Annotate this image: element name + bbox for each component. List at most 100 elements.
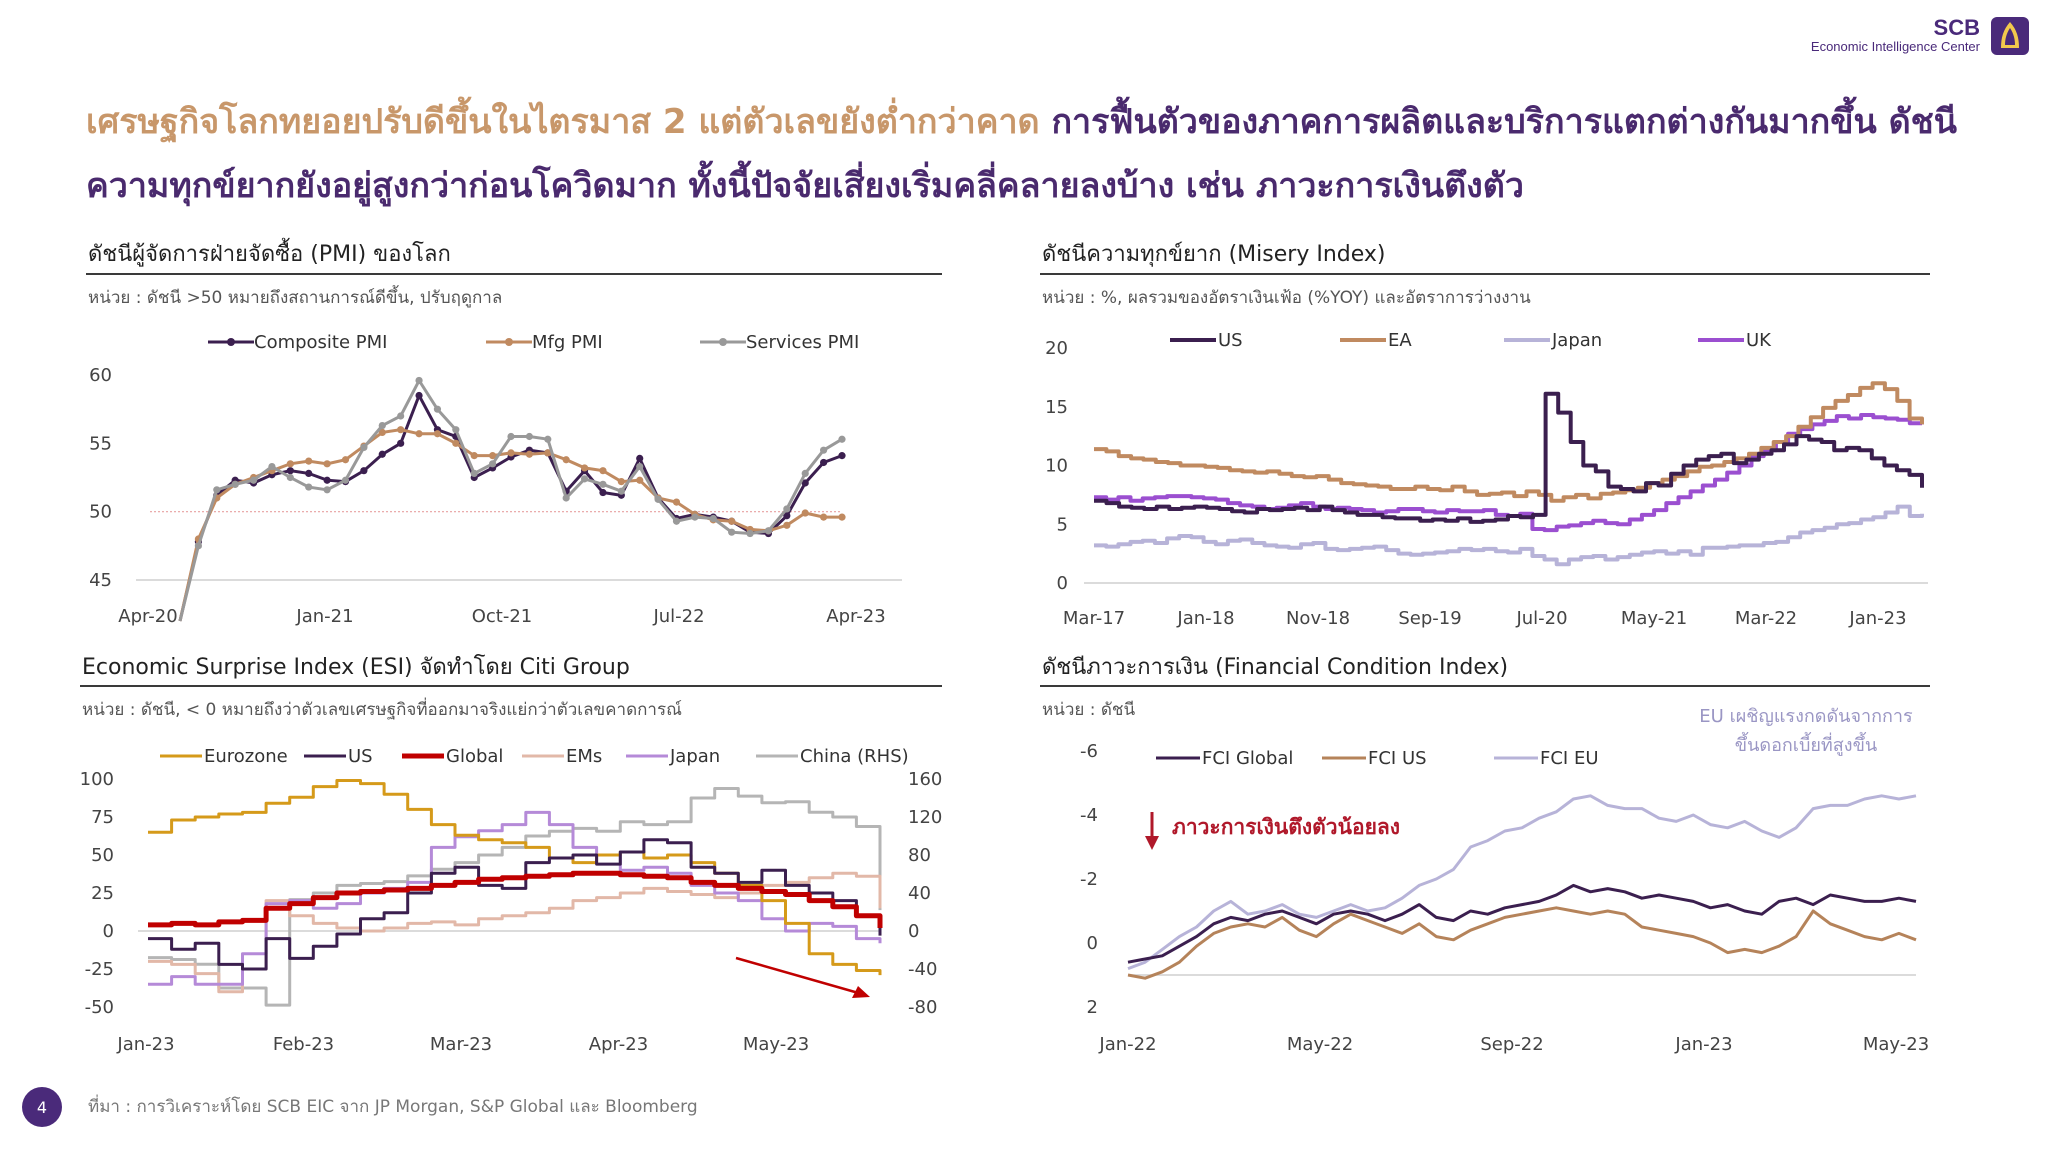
pmi-point [323,476,331,484]
pmi-panel-title: ดัชนีผู้จัดการฝ่ายจัดซื้อ (PMI) ของโลก [88,242,451,267]
esi-y-tick-label: 25 [91,883,114,904]
pmi-point [838,513,846,521]
fci-panel-rule [1040,685,1930,687]
fci-y-tick-label: -6 [1080,741,1098,762]
pmi-legend-label: Services PMI [746,332,859,353]
pmi-point [286,460,294,468]
pmi-point [599,467,607,475]
pmi-point [452,426,460,434]
esi-series-line-japan [148,810,882,986]
fci-legend-label: FCI US [1368,748,1427,769]
esi-y2-tick-label: 0 [908,921,919,942]
pmi-point [654,495,662,503]
esi-y2-tick-label: 80 [908,845,931,866]
fci-y-tick-label: -4 [1080,805,1098,826]
pmi-point [433,430,442,438]
fci-annotation-eu-2: ขึ้นดอกเบี้ยที่สูงขึ้น [1735,732,1877,756]
fci-x-tick-label: Sep-22 [1480,1034,1543,1055]
scb-emblem-icon [1991,17,2029,55]
pmi-point [672,498,681,506]
esi-series-line-eurozone [148,779,882,976]
pmi-legend-label: Mfg PMI [532,332,603,353]
pmi-point [415,376,423,385]
esi-panel-rule [80,685,942,687]
misery-panel-title: ดัชนีความทุกข์ยาก (Misery Index) [1042,242,1386,267]
misery-x-tick-label: Sep-19 [1398,608,1461,629]
pmi-legend-marker [505,338,513,346]
pmi-point [617,478,625,486]
esi-series-line-us [148,838,882,971]
esi-series-line-global [148,870,883,928]
misery-y-tick-label: 0 [1057,573,1068,594]
esi-y-tick-label: 100 [80,769,114,790]
pmi-point [709,514,717,523]
misery-series-line-ea [1094,381,1924,503]
misery-series-line-japan [1094,504,1924,567]
pmi-point [599,480,607,488]
pmi-legend-label: Composite PMI [254,332,387,353]
logo-brand: SCB [1933,15,1980,40]
pmi-point [415,430,423,438]
pmi-point [360,443,368,452]
pmi-y-tick-label: 55 [89,433,112,454]
esi-y2-tick-label: -40 [908,959,937,980]
esi-y-tick-label: 50 [91,845,114,866]
source-note: ที่มา : การวิเคราะห์โดย SCB EIC จาก JP M… [88,1097,698,1117]
fci-legend-label: FCI EU [1540,748,1599,769]
fci-y-tick-label: 0 [1087,933,1098,954]
esi-x-tick-label: Mar-23 [430,1034,492,1055]
esi-legend-label: US [348,746,373,767]
pmi-point [378,450,386,458]
esi-y-tick-label: -50 [85,997,114,1018]
pmi-y-tick-label: 60 [89,365,112,386]
pmi-point [691,513,699,521]
pmi-point [801,469,809,477]
pmi-point [599,488,607,497]
esi-y2-tick-label: 40 [908,883,931,904]
pmi-y-tick-label: 50 [89,502,112,523]
pmi-point [507,449,515,457]
esi-legend-label: Global [446,746,503,767]
pmi-x-tick-label: Apr-23 [826,606,885,627]
pmi-point [820,513,828,521]
misery-legend-label: EA [1388,330,1412,351]
misery-x-tick-label: Jan-18 [1176,608,1234,629]
misery-x-tick-label: Jul-20 [1515,608,1567,629]
esi-x-tick-label: Jan-23 [116,1034,174,1055]
pmi-point [728,517,736,525]
pmi-point [378,428,386,436]
pmi-point [489,452,497,460]
fci-x-tick-label: May-22 [1287,1034,1353,1055]
misery-panel-rule [1040,273,1930,275]
pmi-point [746,529,754,538]
misery-y-tick-label: 20 [1045,338,1068,359]
pmi-point [323,460,331,468]
pmi-point [820,458,828,467]
pmi-point [415,391,423,400]
esi-y2-tick-label: 120 [908,807,942,828]
esi-trend-arrow-shaft [735,956,863,996]
logo-text: SCB Economic Intelligence Center [1811,17,1980,55]
misery-y-tick-label: 5 [1057,514,1068,535]
pmi-point [544,449,552,457]
pmi-point [305,483,313,491]
pmi-panel-unit: หน่วย : ดัชนี >50 หมายถึงสถานการณ์ดีขึ้น… [88,288,503,308]
headline-body: การฟื้นตัวของภาคการผลิตและบริการแตกต่างก… [86,102,1957,206]
pmi-point [783,512,791,520]
misery-legend-label: Japan [1551,330,1602,351]
pmi-point [323,486,331,494]
fci-x-tick-label: May-23 [1863,1034,1929,1055]
pmi-x-tick-label: Jul-22 [652,606,704,627]
page-number: 4 [22,1087,62,1127]
esi-panel-unit: หน่วย : ดัชนี, < 0 หมายถึงว่าตัวเลขเศรษฐ… [82,700,682,720]
fci-x-tick-label: Jan-22 [1098,1034,1156,1055]
pmi-point [783,521,791,529]
fci-series-line-fci-global [1127,883,1917,964]
esi-legend-label: Japan [669,746,720,767]
pmi-x-tick-label: Oct-21 [472,606,533,627]
pmi-legend-marker [719,338,727,346]
fci-series-line-fci-us [1127,906,1917,980]
esi-y2-tick-label: 160 [908,769,942,790]
esi-x-tick-label: Feb-23 [273,1034,334,1055]
pmi-x-tick-label: Apr-20 [118,606,177,627]
